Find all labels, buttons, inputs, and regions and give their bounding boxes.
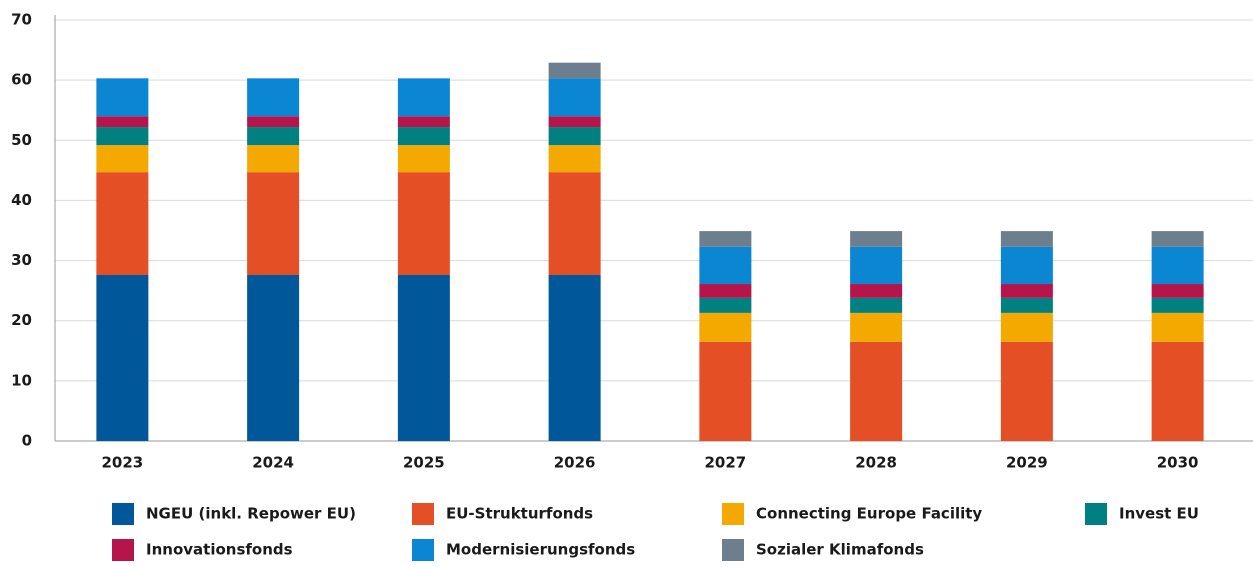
bar-segment: [850, 246, 903, 285]
y-tick-label: 60: [11, 71, 32, 89]
bar-segment: [548, 78, 601, 117]
bar-segment: [96, 145, 149, 173]
bar-segment: [247, 127, 300, 146]
bar-segment: [548, 62, 601, 79]
y-tick-label: 0: [22, 432, 32, 450]
bar-segment: [1000, 297, 1053, 313]
bar-segment: [850, 284, 903, 298]
bar-segment: [247, 275, 300, 441]
bar-segment: [1000, 246, 1053, 285]
legend-label: Invest EU: [1119, 505, 1199, 523]
bar-segment: [397, 116, 450, 128]
bar-segment: [699, 312, 752, 342]
bar-segment: [1000, 231, 1053, 247]
legend-swatch: [722, 503, 744, 525]
bar-segment: [96, 78, 149, 117]
legend-swatch: [112, 539, 134, 561]
bar-segment: [96, 172, 149, 276]
bar-segment: [699, 246, 752, 285]
bar-segment: [1000, 312, 1053, 342]
bar-segment: [1000, 341, 1053, 441]
legend-label: Innovationsfonds: [146, 541, 293, 559]
bar-segment: [548, 172, 601, 276]
legend-swatch: [412, 503, 434, 525]
legend-swatch: [412, 539, 434, 561]
legend-label: NGEU (inkl. Repower EU): [146, 505, 356, 523]
bar-segment: [247, 172, 300, 276]
bar-segment: [1151, 246, 1204, 285]
bar-segment: [850, 312, 903, 342]
y-tick-label: 30: [11, 251, 32, 269]
y-tick-label: 50: [11, 131, 32, 149]
bar-segment: [397, 78, 450, 117]
x-tick-label: 2026: [554, 454, 596, 472]
bar-segment: [1151, 284, 1204, 298]
bar-segment: [1000, 284, 1053, 298]
x-tick-label: 2023: [102, 454, 144, 472]
legend-label: EU-Strukturfonds: [446, 505, 593, 523]
x-tick-label: 2024: [252, 454, 294, 472]
bar-segment: [96, 116, 149, 128]
bar-segment: [247, 78, 300, 117]
bar-segment: [699, 297, 752, 313]
bar-segment: [1151, 312, 1204, 342]
x-tick-label: 2028: [855, 454, 897, 472]
legend-swatch: [112, 503, 134, 525]
y-tick-label: 20: [11, 311, 32, 329]
legend-label: Modernisierungsfonds: [446, 541, 635, 559]
y-tick-label: 10: [11, 371, 32, 389]
x-tick-label: 2030: [1157, 454, 1199, 472]
bar-segment: [850, 231, 903, 247]
legend-swatch: [722, 539, 744, 561]
bar-segment: [96, 275, 149, 441]
x-tick-label: 2027: [705, 454, 747, 472]
bar-segment: [850, 297, 903, 313]
bar-segment: [1151, 341, 1204, 441]
bar-segment: [397, 275, 450, 441]
bar-segment: [1151, 297, 1204, 313]
bar-segment: [850, 341, 903, 441]
legend-label: Sozialer Klimafonds: [756, 541, 924, 559]
legend-swatch: [1085, 503, 1107, 525]
bar-segment: [397, 127, 450, 146]
bar-segment: [247, 116, 300, 128]
x-tick-label: 2025: [403, 454, 445, 472]
bar-segment: [699, 284, 752, 298]
y-tick-label: 40: [11, 191, 32, 209]
bar-segment: [548, 145, 601, 173]
x-tick-label: 2029: [1006, 454, 1048, 472]
bar-segment: [96, 127, 149, 146]
bar-segment: [1151, 231, 1204, 247]
bar-segment: [397, 172, 450, 276]
y-tick-label: 70: [11, 11, 32, 29]
bar-segment: [548, 275, 601, 441]
bar-segment: [548, 127, 601, 146]
bar-segment: [397, 145, 450, 173]
bar-segment: [548, 116, 601, 128]
legend-label: Connecting Europe Facility: [756, 505, 982, 523]
bar-segment: [699, 341, 752, 441]
bar-segment: [699, 231, 752, 247]
bar-segment: [247, 145, 300, 173]
